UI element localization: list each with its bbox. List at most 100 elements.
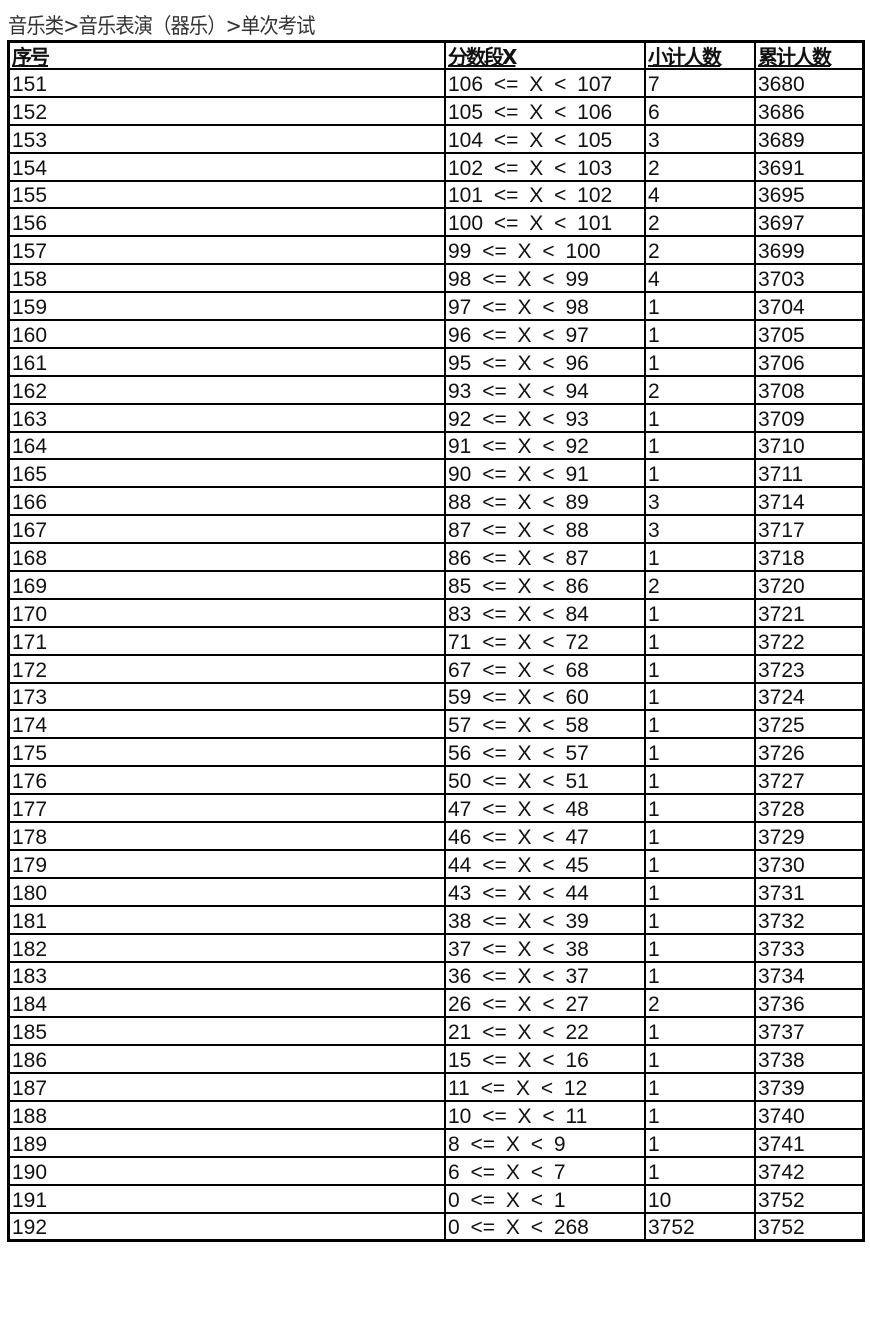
cell-subtotal: 1 [644,319,756,349]
cell-cumulative: 3720 [754,570,865,600]
table-row: 160 96 <= X < 97 1 3705 [7,319,865,349]
cell-score-range: 86 <= X < 87 [444,542,646,573]
cell-score-range: 105 <= X < 106 [444,95,646,126]
cell-subtotal: 1 [644,346,756,377]
cell-index: 159 [7,291,446,322]
cell-subtotal: 6 [644,95,756,126]
cell-index: 174 [7,709,446,740]
cell-index: 164 [7,430,446,461]
cell-subtotal: 1 [644,542,756,573]
cell-index: 177 [7,793,446,824]
table-row: 165 90 <= X < 91 1 3711 [7,458,865,489]
cell-score-range: 104 <= X < 105 [444,123,646,154]
cell-cumulative: 3752 [754,1183,865,1214]
cell-subtotal: 1 [644,458,756,489]
cell-index: 166 [7,486,446,517]
cell-score-range: 90 <= X < 91 [444,458,646,489]
cell-cumulative: 3731 [754,876,865,907]
cell-subtotal: 1 [644,291,756,322]
cell-index: 181 [7,904,446,935]
table-row: 171 71 <= X < 72 1 3722 [7,625,865,656]
cell-subtotal: 2 [644,374,756,405]
cell-cumulative: 3752 [754,1211,865,1242]
cell-score-range: 15 <= X < 16 [444,1044,646,1075]
cell-subtotal: 4 [644,263,756,294]
cell-cumulative: 3741 [754,1127,865,1158]
cell-score-range: 99 <= X < 100 [444,235,646,266]
cell-cumulative: 3725 [754,709,865,740]
cell-cumulative: 3717 [754,514,865,545]
cell-score-range: 85 <= X < 86 [444,570,646,600]
cell-score-range: 21 <= X < 22 [444,1016,646,1047]
cell-score-range: 11 <= X < 12 [444,1072,646,1102]
cell-score-range: 91 <= X < 92 [444,430,646,461]
cell-subtotal: 1 [644,681,756,712]
cell-index: 160 [7,319,446,349]
cell-subtotal: 1 [644,402,756,433]
cell-cumulative: 3742 [754,1155,865,1186]
cell-cumulative: 3736 [754,988,865,1019]
cell-score-range: 106 <= X < 107 [444,68,646,98]
cell-cumulative: 3706 [754,346,865,377]
cell-subtotal: 4 [644,179,756,210]
table-row: 192 0 <= X < 268 3752 3752 [7,1211,865,1242]
cell-subtotal: 1 [644,1016,756,1047]
cell-cumulative: 3699 [754,235,865,266]
cell-index: 180 [7,876,446,907]
cell-index: 184 [7,988,446,1019]
cell-subtotal: 1 [644,848,756,879]
cell-subtotal: 1 [644,653,756,684]
cell-score-range: 0 <= X < 1 [444,1183,646,1214]
cell-subtotal: 2 [644,151,756,182]
table-row: 175 56 <= X < 57 1 3726 [7,737,865,768]
cell-index: 167 [7,514,446,545]
table-row: 157 99 <= X < 100 2 3699 [7,235,865,266]
cell-cumulative: 3680 [754,68,865,98]
cell-cumulative: 3708 [754,374,865,405]
cell-index: 179 [7,848,446,879]
cell-subtotal: 1 [644,1127,756,1158]
cell-subtotal: 1 [644,960,756,991]
table-row: 187 11 <= X < 12 1 3739 [7,1072,865,1102]
cell-index: 191 [7,1183,446,1214]
table-row: 178 46 <= X < 47 1 3729 [7,821,865,851]
cell-index: 169 [7,570,446,600]
cell-index: 175 [7,737,446,768]
table-row: 190 6 <= X < 7 1 3742 [7,1155,865,1186]
table-row: 170 83 <= X < 84 1 3721 [7,597,865,628]
cell-index: 189 [7,1127,446,1158]
header-subtotal: 小计人数 [644,40,756,70]
cell-cumulative: 3739 [754,1072,865,1102]
table-row: 162 93 <= X < 94 2 3708 [7,374,865,405]
cell-subtotal: 3 [644,486,756,517]
cell-subtotal: 1 [644,625,756,656]
table-row: 189 8 <= X < 9 1 3741 [7,1127,865,1158]
cell-score-range: 36 <= X < 37 [444,960,646,991]
table-row: 167 87 <= X < 88 3 3717 [7,514,865,545]
table-row: 164 91 <= X < 92 1 3710 [7,430,865,461]
cell-cumulative: 3723 [754,653,865,684]
cell-index: 182 [7,932,446,963]
cell-index: 163 [7,402,446,433]
table-row: 181 38 <= X < 39 1 3732 [7,904,865,935]
cell-index: 155 [7,179,446,210]
cell-subtotal: 1 [644,430,756,461]
cell-subtotal: 1 [644,876,756,907]
table-row: 166 88 <= X < 89 3 3714 [7,486,865,517]
cell-cumulative: 3705 [754,319,865,349]
cell-score-range: 38 <= X < 39 [444,904,646,935]
cell-index: 172 [7,653,446,684]
table-row: 156 100 <= X < 101 2 3697 [7,207,865,238]
cell-cumulative: 3724 [754,681,865,712]
cell-subtotal: 1 [644,597,756,628]
cell-index: 173 [7,681,446,712]
cell-score-range: 97 <= X < 98 [444,291,646,322]
table-row: 168 86 <= X < 87 1 3718 [7,542,865,573]
table-row: 185 21 <= X < 22 1 3737 [7,1016,865,1047]
cell-subtotal: 2 [644,570,756,600]
cell-score-range: 44 <= X < 45 [444,848,646,879]
cell-cumulative: 3689 [754,123,865,154]
cell-cumulative: 3734 [754,960,865,991]
header-cumulative: 累计人数 [754,40,865,70]
cell-score-range: 59 <= X < 60 [444,681,646,712]
